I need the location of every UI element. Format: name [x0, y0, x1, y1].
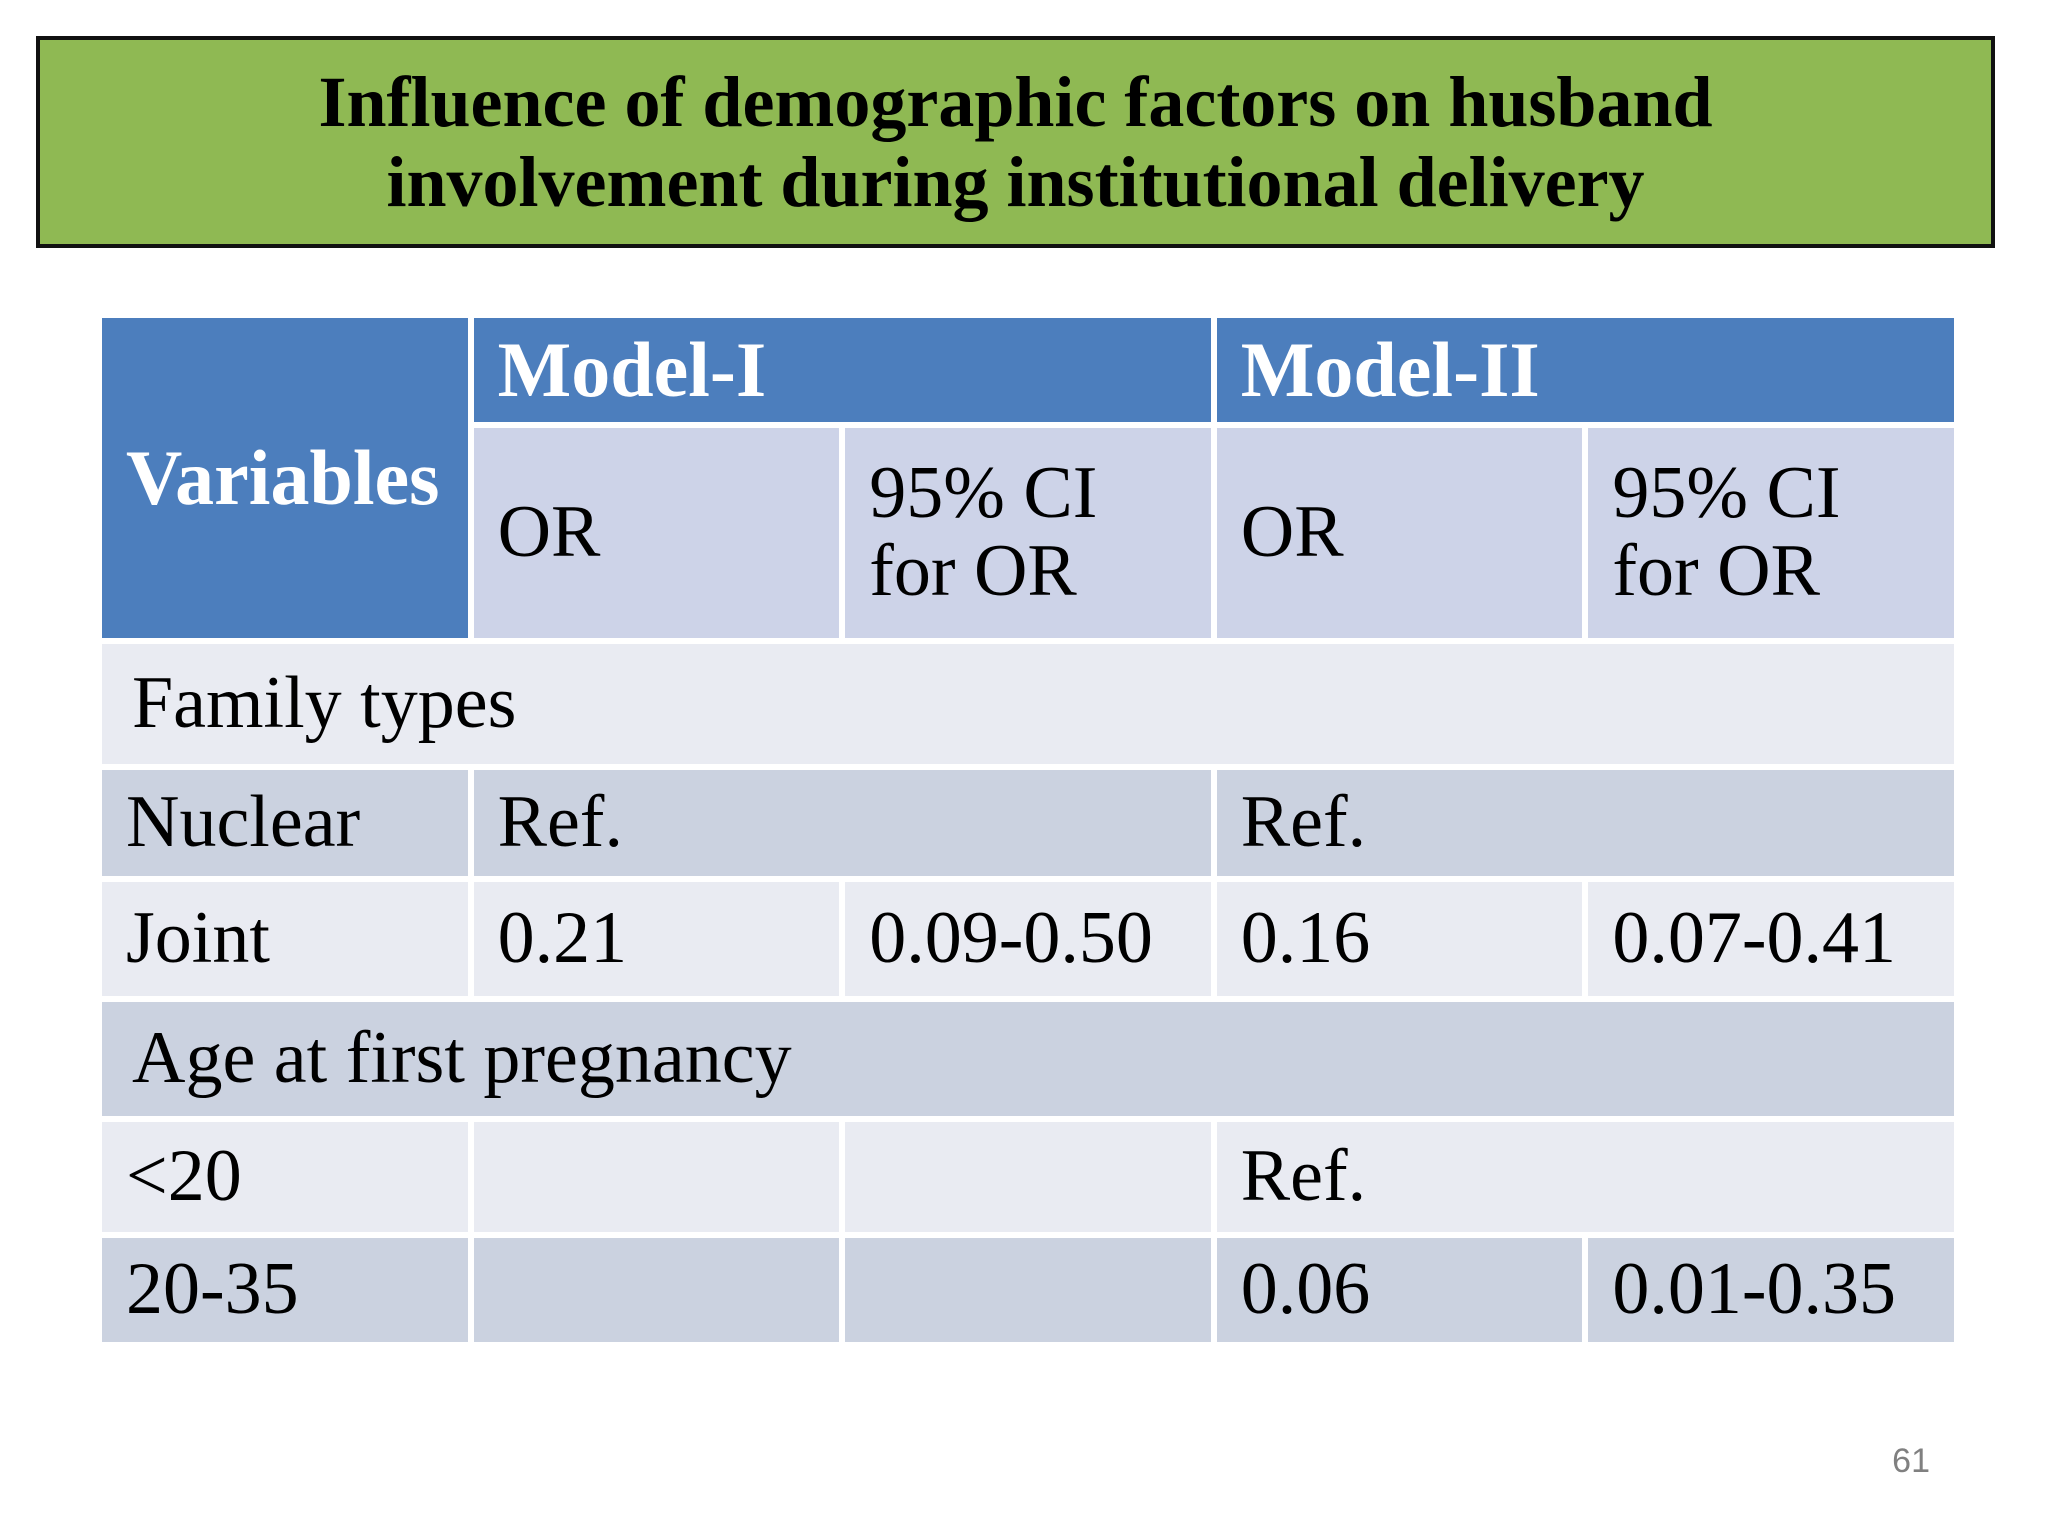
section-row-age-at-first-pregnancy: Age at first pregnancy — [102, 1002, 1954, 1116]
cell-20-35-label: 20-35 — [102, 1238, 468, 1342]
section-row-family-types: Family types — [102, 644, 1954, 764]
cell-joint-label: Joint — [102, 882, 468, 996]
cell-variables-header: Variables — [102, 318, 468, 638]
cell-model2-or-header: OR — [1216, 428, 1583, 638]
cell-nuclear-label: Nuclear — [102, 770, 468, 876]
cell-under20-model1-or-empty — [473, 1122, 840, 1232]
cell-joint-model2-or: 0.16 — [1216, 882, 1583, 996]
slide-title-line-1: Influence of demographic factors on husb… — [318, 62, 1713, 142]
cell-model2-header: Model-II — [1216, 318, 1954, 422]
slide-title-line-2: involvement during institutional deliver… — [386, 142, 1645, 222]
cell-model2-ci-header: 95% CI for OR — [1588, 428, 1954, 638]
cell-joint-model2-ci: 0.07-0.41 — [1588, 882, 1954, 996]
cell-20-35-model2-ci: 0.01-0.35 — [1588, 1238, 1954, 1342]
cell-nuclear-model2-ref: Ref. — [1216, 770, 1954, 876]
cell-nuclear-model1-ref: Ref. — [473, 770, 1211, 876]
cell-under20-model1-ci-empty — [845, 1122, 1211, 1232]
cell-joint-model1-or: 0.21 — [473, 882, 840, 996]
cell-joint-model1-ci: 0.09-0.50 — [845, 882, 1211, 996]
results-table: Variables Model-I Model-II OR 95% CI for… — [102, 318, 1954, 1342]
cell-model1-header: Model-I — [473, 318, 1211, 422]
cell-under20-label: <20 — [102, 1122, 468, 1232]
page-number: 61 — [1892, 1442, 1930, 1480]
cell-model1-or-header: OR — [473, 428, 840, 638]
cell-20-35-model2-or: 0.06 — [1216, 1238, 1583, 1342]
title-banner: Influence of demographic factors on husb… — [36, 36, 1995, 248]
cell-20-35-model1-ci-empty — [845, 1238, 1211, 1342]
cell-under20-model2-ref: Ref. — [1216, 1122, 1954, 1232]
cell-20-35-model1-or-empty — [473, 1238, 840, 1342]
cell-model1-ci-header: 95% CI for OR — [845, 428, 1211, 638]
